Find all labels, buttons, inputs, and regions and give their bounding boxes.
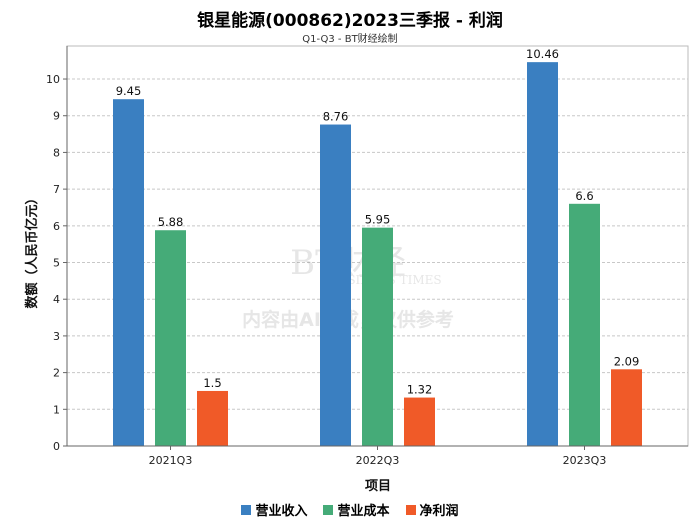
data-label: 10.46 bbox=[526, 47, 559, 61]
legend-swatch bbox=[241, 504, 252, 515]
y-tick-label: 2 bbox=[53, 367, 60, 380]
x-tick-label: 2022Q3 bbox=[356, 454, 400, 467]
y-tick-label: 9 bbox=[53, 110, 60, 123]
y-tick-label: 6 bbox=[53, 220, 60, 233]
bar bbox=[113, 99, 144, 447]
bar bbox=[197, 390, 228, 446]
data-label: 6.6 bbox=[575, 189, 593, 203]
y-tick-label: 1 bbox=[53, 403, 60, 416]
data-labels: 9.45 5.88 1.5 8.76 5.95 1.32 10.46 6.6 2.09 bbox=[116, 47, 640, 396]
y-tick-label: 10 bbox=[46, 73, 60, 86]
y-tick-label: 5 bbox=[53, 257, 60, 270]
y-tick-label: 4 bbox=[53, 293, 60, 306]
data-label: 5.95 bbox=[365, 213, 391, 227]
y-tick-label: 0 bbox=[53, 440, 60, 453]
bar bbox=[404, 397, 435, 446]
chart-subtitle: Q1-Q3 - BT财经绘制 bbox=[302, 34, 398, 45]
data-label: 5.88 bbox=[158, 215, 184, 229]
bar bbox=[569, 203, 600, 446]
data-label: 8.76 bbox=[323, 110, 349, 124]
data-label: 1.5 bbox=[203, 376, 221, 390]
y-axis-label: 数额（人民币亿元） bbox=[24, 191, 40, 308]
chart-title: 银星能源(000862)2023三季报 - 利润 bbox=[197, 11, 503, 31]
legend: 营业收入 营业成本 净利润 bbox=[0, 500, 700, 519]
axes: 0 1 2 3 4 5 6 7 8 9 10 2021Q3 2022Q3 2023Q3 bbox=[46, 46, 688, 467]
x-axis-label: 项目 bbox=[365, 479, 391, 494]
legend-swatch bbox=[405, 504, 416, 515]
y-tick-label: 3 bbox=[53, 330, 60, 343]
x-tick-label: 2021Q3 bbox=[149, 454, 193, 467]
y-tick-label: 7 bbox=[53, 183, 60, 196]
legend-label: 营业成本 bbox=[337, 504, 390, 519]
bar bbox=[527, 62, 558, 446]
legend-item: 净利润 bbox=[405, 500, 459, 519]
y-tick-label: 8 bbox=[53, 146, 60, 159]
bar bbox=[155, 230, 186, 446]
legend-label: 营业收入 bbox=[255, 504, 308, 519]
data-label: 9.45 bbox=[116, 84, 142, 98]
bars bbox=[113, 62, 642, 447]
data-label: 1.32 bbox=[407, 383, 433, 397]
bar bbox=[611, 369, 642, 446]
legend-item: 营业收入 bbox=[241, 500, 307, 519]
legend-swatch bbox=[323, 504, 334, 515]
x-tick-label: 2023Q3 bbox=[563, 454, 607, 467]
legend-item: 营业成本 bbox=[323, 500, 390, 519]
data-label: 2.09 bbox=[614, 354, 640, 368]
bar bbox=[362, 227, 393, 446]
legend-label: 净利润 bbox=[419, 504, 459, 519]
bar bbox=[320, 124, 351, 447]
